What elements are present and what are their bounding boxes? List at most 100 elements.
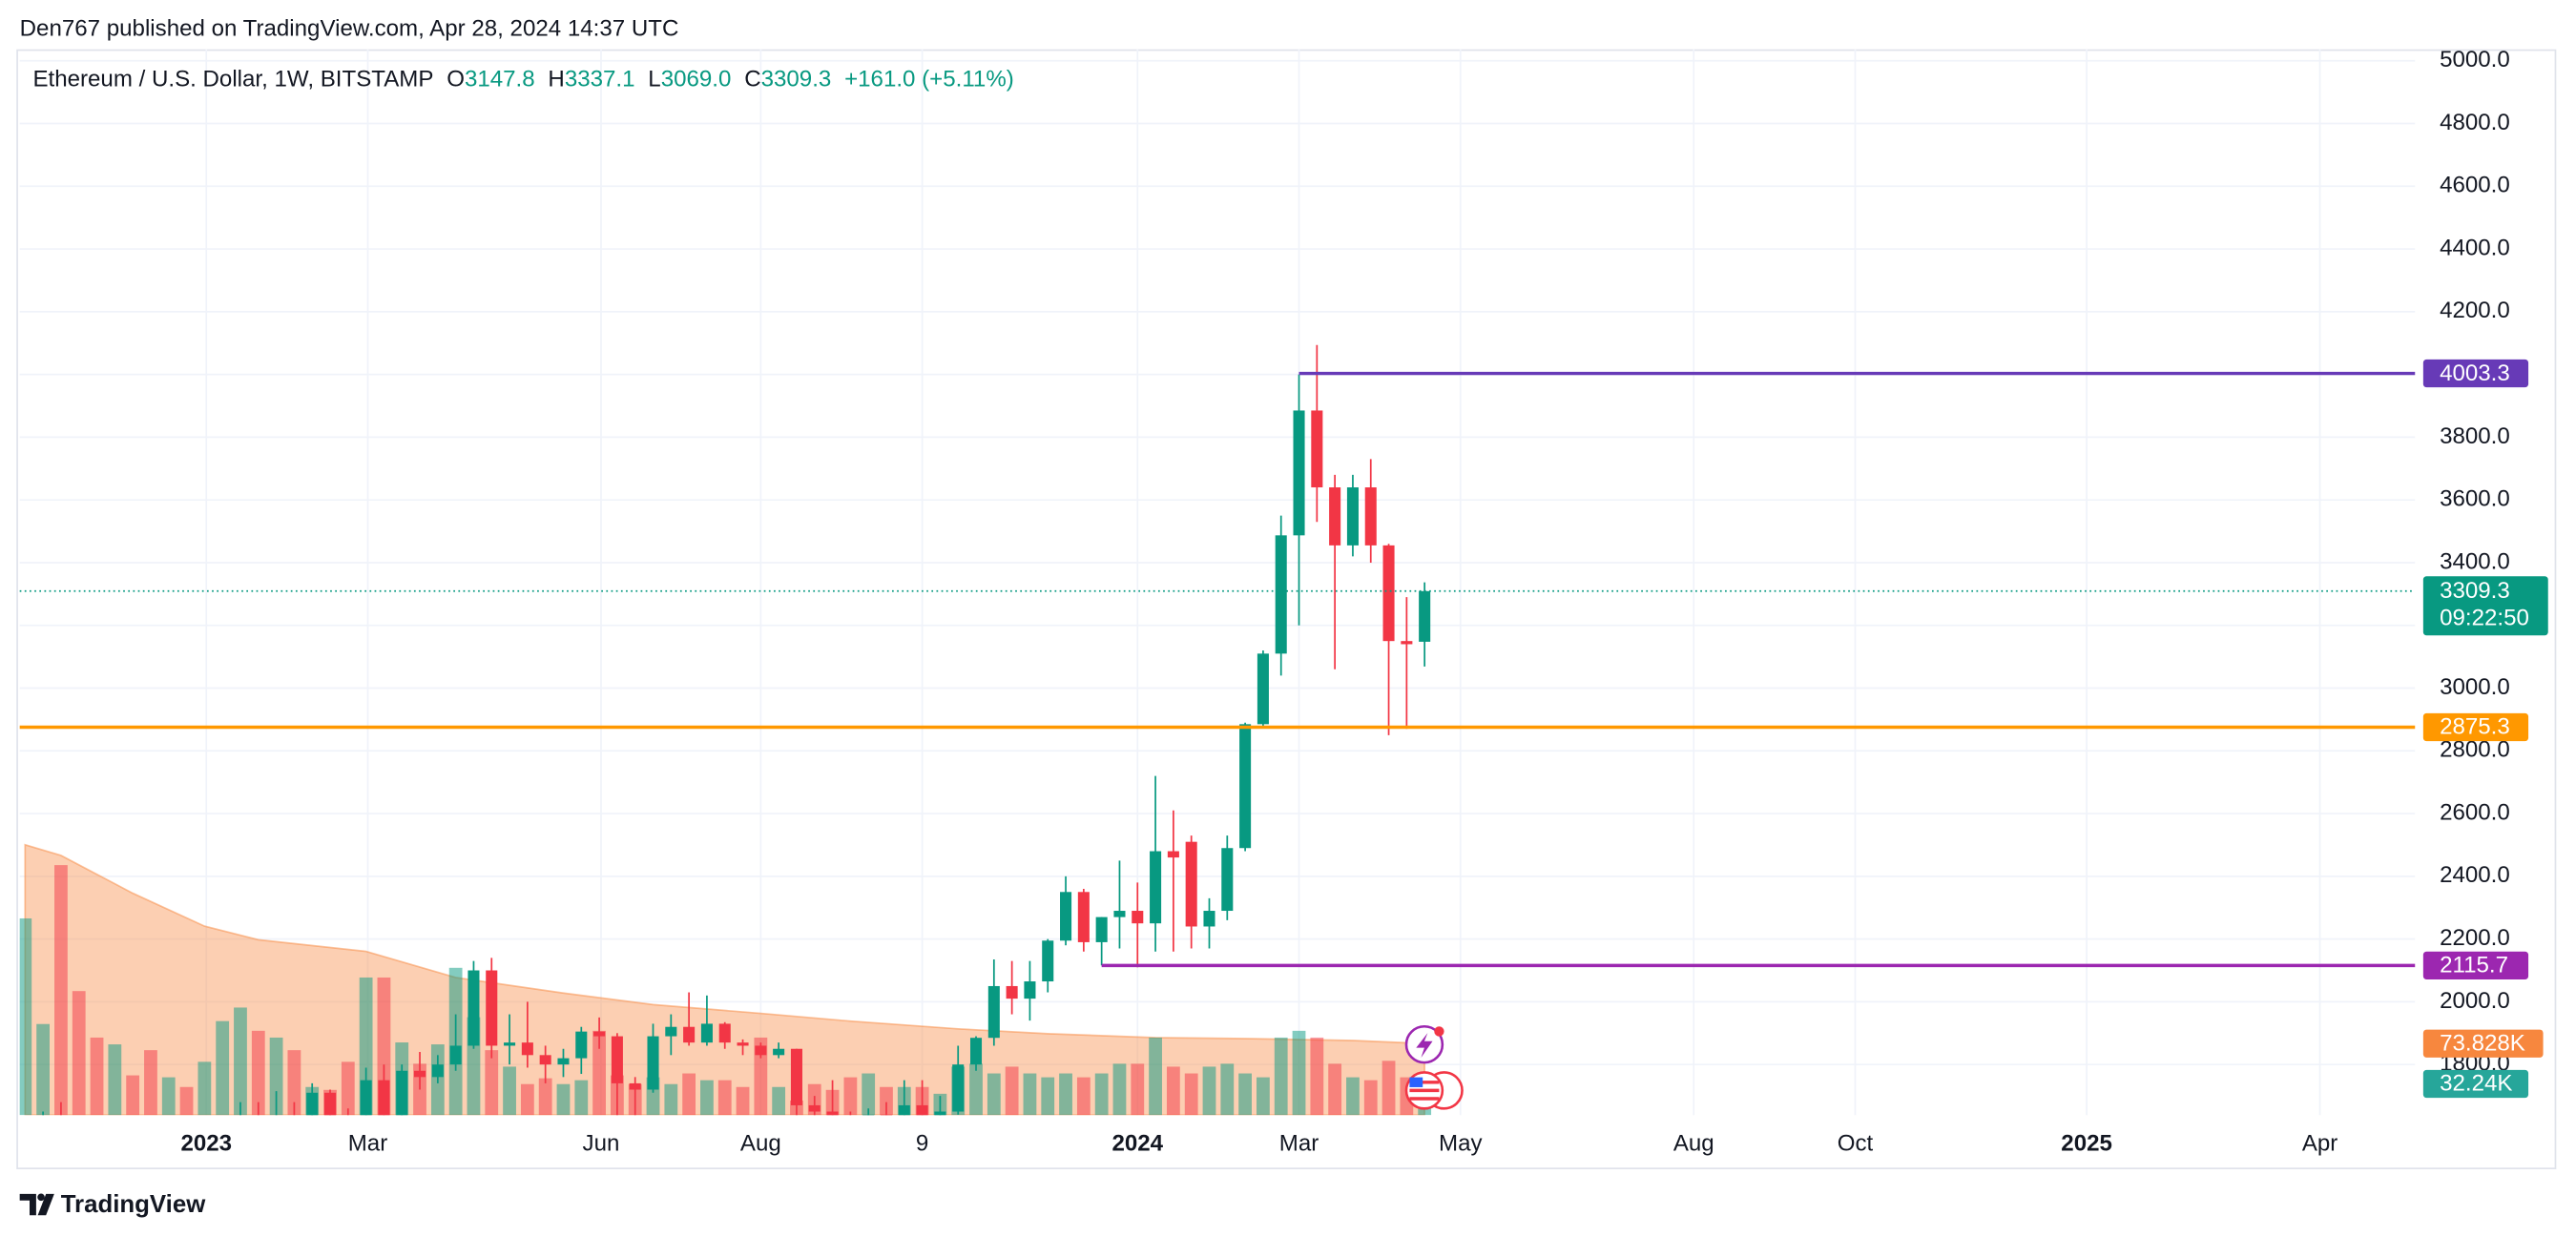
volume-bar bbox=[1381, 1061, 1396, 1116]
volume-bar bbox=[520, 1083, 534, 1116]
candle-body bbox=[1006, 985, 1018, 999]
legend-key: C bbox=[744, 67, 760, 93]
brand: TradingView bbox=[61, 1191, 206, 1218]
volume-bar bbox=[1238, 1073, 1252, 1116]
volume-bar bbox=[503, 1066, 516, 1116]
legend-key: O bbox=[447, 67, 465, 93]
logo-part bbox=[19, 1193, 36, 1216]
x-tick-label: Mar bbox=[348, 1131, 388, 1157]
volume-bar bbox=[144, 1050, 157, 1116]
flag-canton bbox=[1409, 1077, 1423, 1087]
volume-bar bbox=[1166, 1066, 1180, 1116]
volume-bar bbox=[251, 1030, 265, 1116]
candle-body bbox=[790, 1048, 802, 1105]
y-tick-label: 2200.0 bbox=[2440, 925, 2510, 951]
candle-body bbox=[1095, 917, 1108, 942]
volume-bar bbox=[54, 865, 68, 1116]
x-tick-label: 9 bbox=[916, 1131, 928, 1157]
candle-body bbox=[414, 1070, 426, 1078]
candle-body bbox=[1364, 487, 1377, 546]
volume-bar bbox=[341, 1061, 355, 1116]
y-tick-label: 3800.0 bbox=[2440, 423, 2510, 449]
volume-bar bbox=[754, 1037, 768, 1116]
candle-body bbox=[683, 1026, 696, 1043]
volume-bar bbox=[1202, 1066, 1216, 1116]
volume-bar bbox=[664, 1083, 678, 1116]
logo-part bbox=[37, 1193, 54, 1216]
volume-bar bbox=[108, 1044, 122, 1116]
y-tick-label: 5000.0 bbox=[2440, 47, 2510, 72]
candle-body bbox=[629, 1082, 641, 1090]
candle-body bbox=[396, 1070, 408, 1116]
candle-body bbox=[611, 1036, 623, 1083]
x-tick-label: 2025 bbox=[2061, 1131, 2112, 1157]
candle-body bbox=[665, 1026, 677, 1037]
y-tick-label: 4600.0 bbox=[2440, 173, 2510, 198]
candle-body bbox=[647, 1036, 659, 1090]
volume-bar bbox=[161, 1077, 176, 1116]
last-price-badge bbox=[2422, 576, 2548, 636]
legend-key: H bbox=[548, 67, 564, 93]
y-tick-label: 4200.0 bbox=[2440, 298, 2510, 323]
price-badge-label: 4003.3 bbox=[2440, 360, 2510, 386]
candle-body bbox=[1329, 487, 1341, 546]
volume-bar bbox=[987, 1073, 1001, 1116]
x-tick-label: Aug bbox=[740, 1131, 781, 1157]
x-tick-label: Jun bbox=[583, 1131, 620, 1157]
x-tick-label: Apr bbox=[2302, 1131, 2338, 1157]
candle-body bbox=[1150, 851, 1162, 924]
volume-bar bbox=[287, 1050, 301, 1116]
candle-body bbox=[557, 1058, 570, 1065]
candle-body bbox=[1419, 590, 1431, 642]
y-tick-label: 3600.0 bbox=[2440, 486, 2510, 512]
volume-bar bbox=[1149, 1037, 1162, 1116]
notify-dot bbox=[1434, 1026, 1444, 1037]
volume-bar bbox=[1041, 1077, 1055, 1116]
candle-body bbox=[306, 1092, 319, 1116]
candle-body bbox=[898, 1104, 910, 1116]
candle-body bbox=[1060, 892, 1072, 941]
volume-bar bbox=[1059, 1073, 1072, 1116]
legend-value: 3309.3 bbox=[761, 67, 832, 93]
candle-body bbox=[987, 985, 1000, 1039]
candle-body bbox=[1132, 911, 1144, 924]
volume-bar bbox=[179, 1086, 194, 1116]
legend-value: 3147.8 bbox=[465, 67, 535, 93]
volume-bar bbox=[234, 1007, 247, 1116]
candle-body bbox=[504, 1042, 516, 1046]
candle-body bbox=[862, 1114, 875, 1116]
volume-bar bbox=[269, 1037, 283, 1116]
event-icons bbox=[1404, 1024, 1464, 1110]
candle-body bbox=[467, 970, 480, 1046]
volume-bar bbox=[1363, 1080, 1378, 1116]
candle-body bbox=[1113, 911, 1126, 917]
candle-body bbox=[323, 1092, 337, 1116]
candle-body bbox=[737, 1042, 749, 1046]
candle-body bbox=[934, 1111, 946, 1116]
candle-body bbox=[1239, 724, 1252, 849]
volume-bar bbox=[717, 1080, 732, 1116]
chart: 5000.04800.04600.04400.04200.04000.03800… bbox=[19, 47, 2548, 1157]
candle-body bbox=[575, 1031, 588, 1059]
volume-bar bbox=[90, 1037, 104, 1116]
volume-bar bbox=[197, 1061, 212, 1116]
candle-body bbox=[1042, 940, 1054, 982]
candle-body bbox=[1293, 410, 1305, 536]
volume-bar bbox=[969, 1063, 983, 1116]
candle-body bbox=[808, 1104, 821, 1112]
volume-bar bbox=[1005, 1066, 1019, 1116]
y-tick-label: 2400.0 bbox=[2440, 862, 2510, 888]
volume-bar bbox=[1112, 1063, 1127, 1116]
candle-body bbox=[521, 1042, 533, 1056]
price-badge bbox=[2422, 359, 2529, 388]
candle-body bbox=[1346, 487, 1359, 546]
volume-bar bbox=[736, 1086, 750, 1116]
volume-bar bbox=[682, 1073, 696, 1116]
x-tick-label: May bbox=[1439, 1131, 1483, 1157]
candle-body bbox=[360, 1080, 372, 1116]
price-badge-label: 32.24K bbox=[2440, 1071, 2512, 1097]
volume-bar bbox=[1023, 1073, 1037, 1116]
countdown-label: 09:22:50 bbox=[2440, 605, 2529, 630]
legend: Ethereum / U.S. Dollar, 1W, BITSTAMP O314… bbox=[32, 67, 1013, 93]
